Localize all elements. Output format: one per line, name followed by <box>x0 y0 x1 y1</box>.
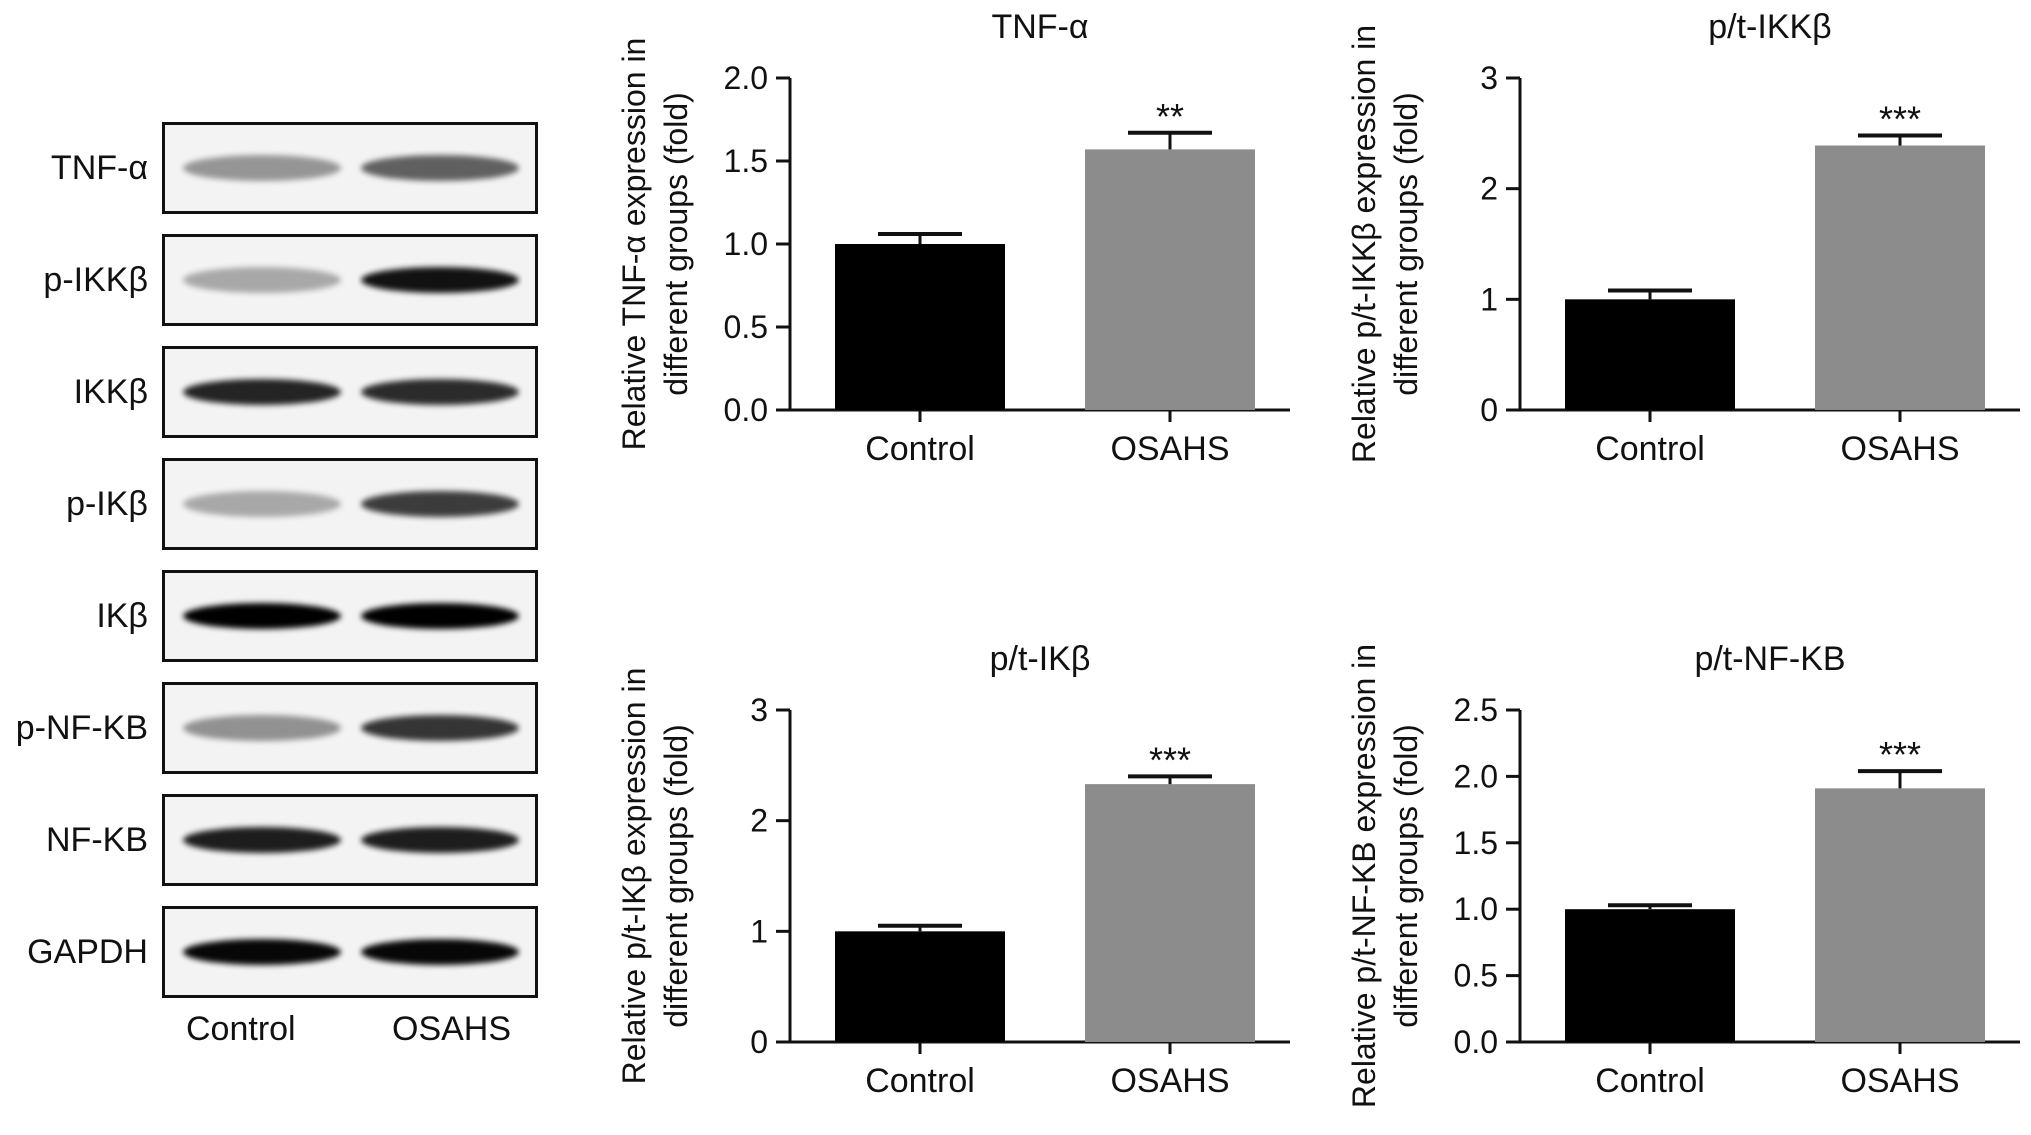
y-tick-label: 0.5 <box>1454 958 1498 994</box>
bar-control <box>835 244 1005 410</box>
band-osahs <box>361 827 519 853</box>
significance-marker: *** <box>1879 99 1921 140</box>
y-tick-label: 2 <box>750 803 768 839</box>
blot-strip <box>162 570 538 662</box>
blot-strip <box>162 458 538 550</box>
y-tick-label: 1.0 <box>724 226 768 262</box>
x-tick-label: OSAHS <box>1110 1062 1229 1100</box>
x-tick-label: Control <box>865 1062 975 1100</box>
p-t-ikkb-bar-chart: p/t-IKKβ Relative p/t-IKKβ expression in d… <box>1346 8 2020 468</box>
y-tick-label: 0.5 <box>724 309 768 345</box>
blot-strip <box>162 682 538 774</box>
chart-title: TNF-α <box>991 8 1088 46</box>
significance-marker: *** <box>1149 739 1191 780</box>
blot-row-label: NF-KB <box>46 821 148 859</box>
blot-row-label: p-IKKβ <box>43 261 148 299</box>
y-tick-label: 0 <box>1480 392 1498 428</box>
band-control <box>183 267 341 293</box>
y-axis-label: Relative TNF-α expression in <box>616 38 652 451</box>
y-tick-label: 0.0 <box>724 392 768 428</box>
p-t-ikb-bar-chart: p/t-IKβ Relative p/t-IKβ expression in dif… <box>616 640 1290 1100</box>
western-blot-panel: TNF-α p-IKKβ IKKβ p-IKβ IKβ p-NF-KB NF-KB GAPDH… <box>0 0 560 1135</box>
band-osahs <box>361 939 519 965</box>
band-control <box>183 155 341 181</box>
band-control <box>183 939 341 965</box>
blot-strip <box>162 794 538 886</box>
band-osahs <box>361 155 519 181</box>
blot-row-label: TNF-α <box>50 149 148 187</box>
y-tick-label: 3 <box>750 692 768 728</box>
bar-control <box>1565 299 1735 410</box>
x-tick-label: Control <box>865 430 975 468</box>
tnf-alpha-bar-chart: TNF-α Relative TNF-α expression in differe… <box>616 8 1290 468</box>
y-tick-label: 0 <box>750 1024 768 1060</box>
blot-strip <box>162 234 538 326</box>
y-tick-label: 3 <box>1480 60 1498 96</box>
band-control <box>183 827 341 853</box>
chart-title: p/t-NF-KB <box>1694 640 1845 678</box>
y-axis-label: different groups (fold) <box>658 724 694 1028</box>
x-tick-label: Control <box>1595 430 1705 468</box>
y-tick-label: 2.0 <box>1454 758 1498 794</box>
bar-control <box>835 931 1005 1042</box>
band-osahs <box>361 267 519 293</box>
blot-row-label: IKKβ <box>73 373 148 411</box>
chart-title: p/t-IKβ <box>990 640 1091 678</box>
y-tick-label: 2 <box>1480 171 1498 207</box>
bar-osahs <box>1085 784 1255 1042</box>
significance-marker: *** <box>1879 734 1921 775</box>
band-control <box>183 715 341 741</box>
x-tick-label: OSAHS <box>1110 430 1229 468</box>
blot-strip <box>162 122 538 214</box>
y-axis-label: different groups (fold) <box>658 92 694 396</box>
y-axis-label: Relative p/t-IKKβ expression in <box>1346 25 1382 463</box>
band-osahs <box>361 715 519 741</box>
band-control <box>183 379 341 405</box>
y-axis-label: different groups (fold) <box>1388 92 1424 396</box>
chart-title: p/t-IKKβ <box>1708 8 1831 46</box>
bar-control <box>1565 909 1735 1042</box>
band-osahs <box>361 491 519 517</box>
bar-osahs <box>1085 149 1255 410</box>
y-tick-label: 2.0 <box>724 60 768 96</box>
y-tick-label: 1 <box>1480 281 1498 317</box>
blot-row-label: IKβ <box>96 597 148 635</box>
blot-row-label: p-NF-KB <box>15 709 148 747</box>
p-t-nfkb-bar-chart: p/t-NF-KB Relative p/t-NF-KB expression i… <box>1346 640 2020 1108</box>
blot-row-label: p-IKβ <box>66 485 148 523</box>
significance-marker: ** <box>1156 96 1184 137</box>
bar-osahs <box>1815 788 1985 1042</box>
x-tick-label: OSAHS <box>1840 430 1959 468</box>
bar-osahs <box>1815 145 1985 411</box>
y-axis-label: Relative p/t-NF-KB expression in <box>1346 644 1382 1108</box>
y-tick-label: 1 <box>750 913 768 949</box>
y-axis-label: Relative p/t-IKβ expression in <box>616 668 652 1085</box>
blot-strip <box>162 906 538 998</box>
y-tick-label: 1.0 <box>1454 891 1498 927</box>
band-osahs <box>361 603 519 629</box>
y-tick-label: 1.5 <box>724 143 768 179</box>
x-tick-label: Control <box>1595 1062 1705 1100</box>
band-control <box>183 491 341 517</box>
y-axis-label: different groups (fold) <box>1388 724 1424 1028</box>
blot-strip <box>162 346 538 438</box>
y-tick-label: 0.0 <box>1454 1024 1498 1060</box>
blot-row-label: GAPDH <box>27 933 148 971</box>
band-osahs <box>361 379 519 405</box>
band-control <box>183 603 341 629</box>
y-tick-label: 1.5 <box>1454 825 1498 861</box>
lane-label-control: Control <box>186 1010 296 1048</box>
lane-label-osahs: OSAHS <box>392 1010 512 1048</box>
x-tick-label: OSAHS <box>1840 1062 1959 1100</box>
y-tick-label: 2.5 <box>1454 692 1498 728</box>
